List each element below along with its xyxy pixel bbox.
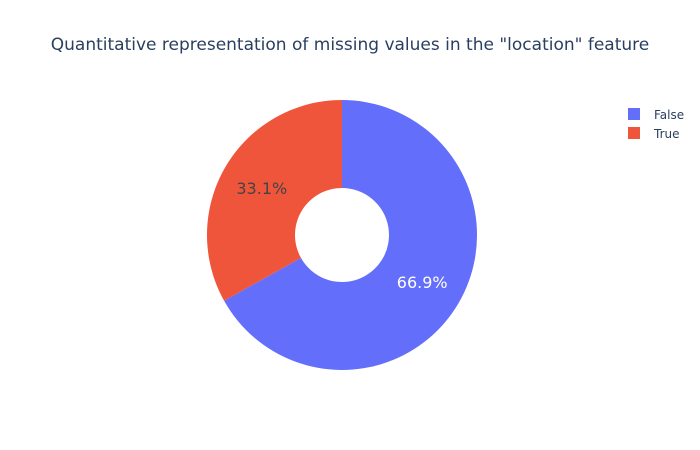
- legend-swatch: [628, 108, 640, 120]
- legend-item-true[interactable]: True: [628, 127, 680, 141]
- legend-label: False: [654, 108, 684, 122]
- pie-slice-true[interactable]: [207, 100, 342, 301]
- legend-item-false[interactable]: False: [628, 108, 684, 122]
- slice-label-true: 33.1%: [236, 179, 287, 198]
- pie-slices: [207, 100, 477, 370]
- slice-label-false: 66.9%: [397, 273, 448, 292]
- pie-slice-false[interactable]: [224, 100, 477, 370]
- chart-title: Quantitative representation of missing v…: [51, 35, 649, 55]
- legend-swatch: [628, 127, 640, 139]
- pie-slice-labels: 66.9% 33.1%: [236, 179, 447, 292]
- legend[interactable]: False True: [628, 108, 684, 141]
- legend-label: True: [653, 127, 680, 141]
